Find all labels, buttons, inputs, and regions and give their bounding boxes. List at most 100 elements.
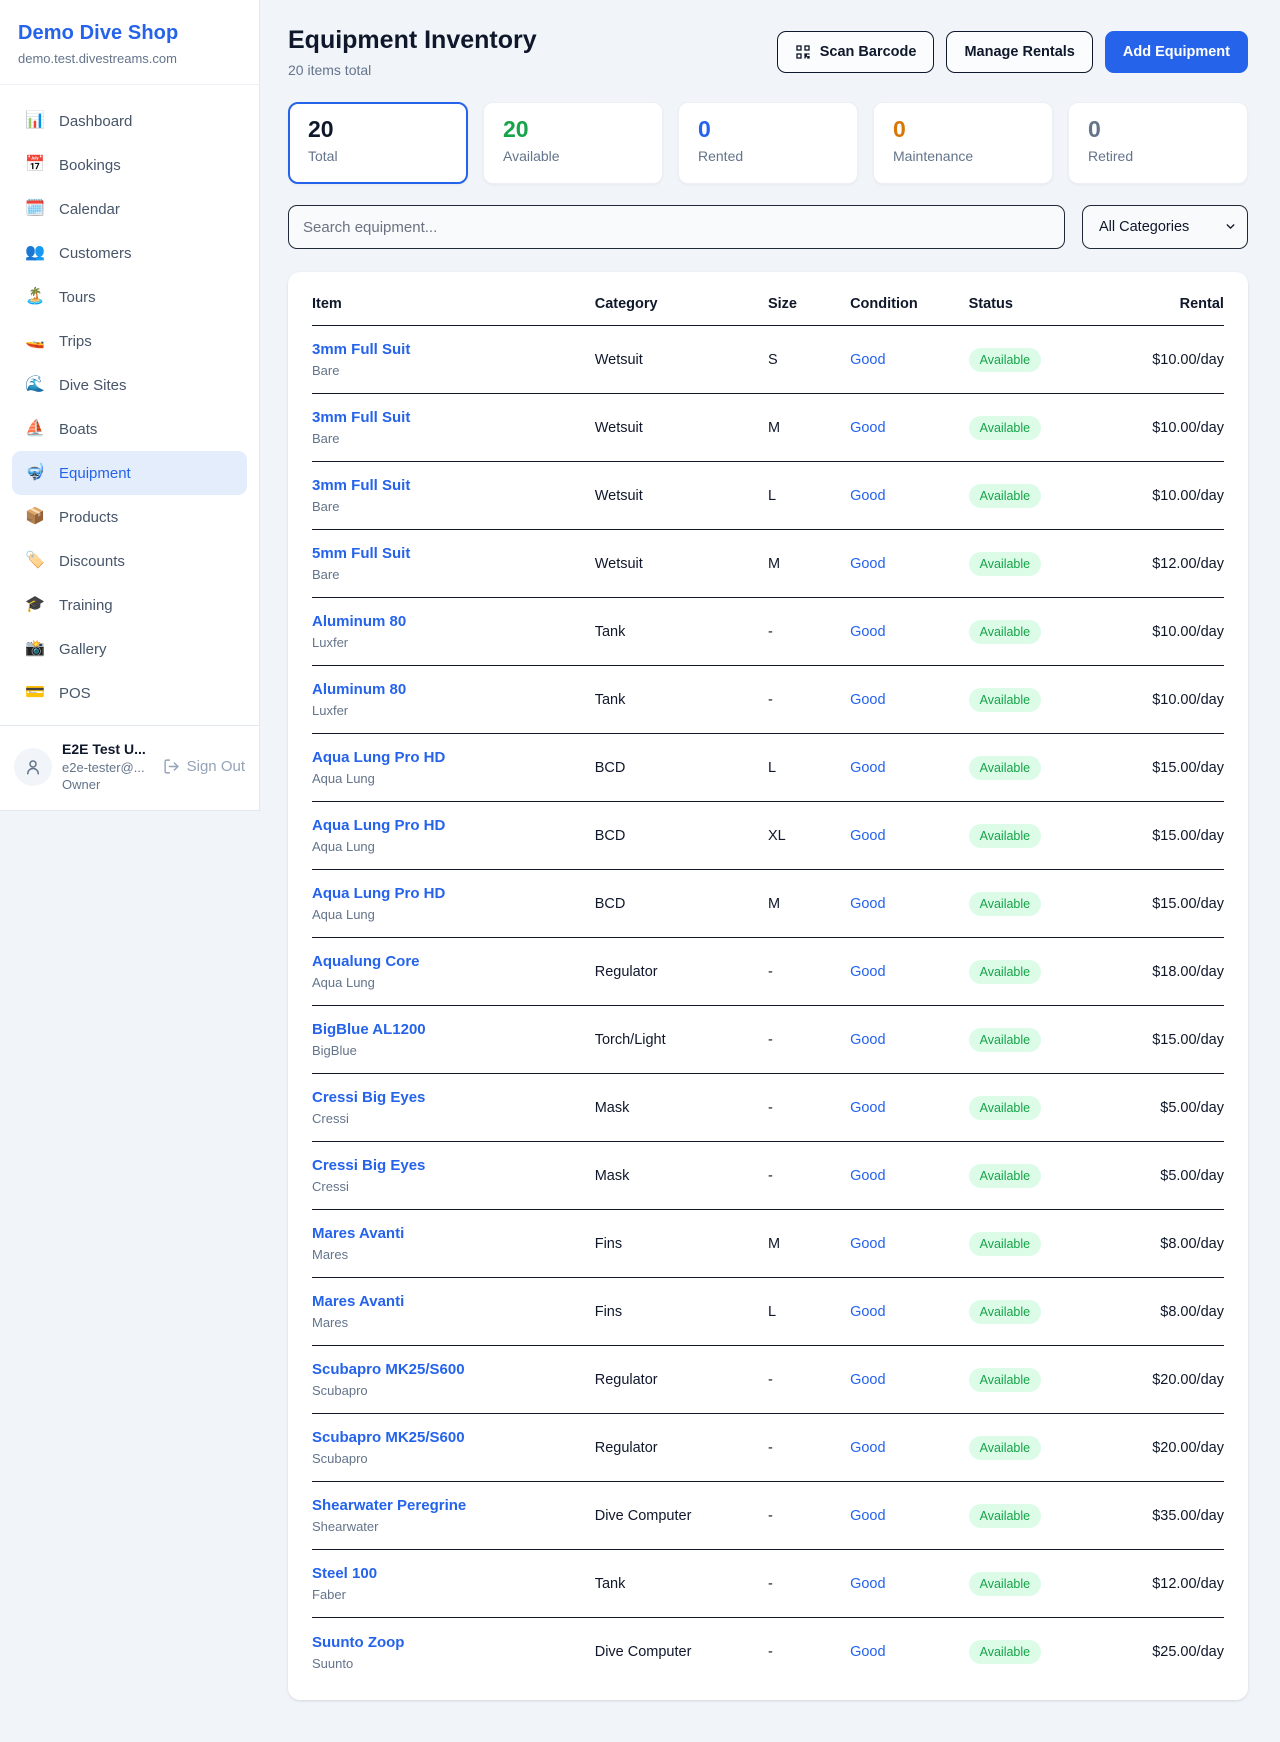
item-name-link[interactable]: BigBlue AL1200	[312, 1021, 426, 1038]
item-brand: Bare	[312, 499, 340, 514]
item-brand: Cressi	[312, 1111, 349, 1126]
item-condition-link[interactable]: Good	[850, 1371, 886, 1388]
item-size: L	[767, 1303, 777, 1320]
item-condition-link[interactable]: Good	[850, 1167, 886, 1184]
condition-cell: Good	[850, 624, 969, 640]
scan-barcode-button[interactable]: Scan Barcode	[776, 31, 935, 73]
item-condition-link[interactable]: Good	[850, 1303, 886, 1320]
sidebar-item-boats[interactable]: ⛵ Boats	[12, 407, 247, 451]
item-name-link[interactable]: Suunto Zoop	[312, 1633, 405, 1651]
item-condition-link[interactable]: Good	[850, 1507, 886, 1524]
nav-label: Dive Sites	[59, 376, 127, 394]
item-condition-link[interactable]: Good	[850, 827, 886, 844]
item-condition-link[interactable]: Good	[850, 623, 886, 640]
table-row: Aqua Lung Pro HD Aqua Lung BCD XL Good A…	[312, 802, 1224, 870]
sidebar-item-discounts[interactable]: 🏷️ Discounts	[12, 539, 247, 583]
tag-icon: 🏷️	[25, 552, 45, 569]
status-cell: Available	[968, 1027, 1097, 1052]
sidebar-item-gallery[interactable]: 📸 Gallery	[12, 627, 247, 671]
item-name-link[interactable]: 3mm Full Suit	[312, 341, 411, 358]
status-badge: Available	[968, 755, 1042, 780]
item-name-link[interactable]: Aqua Lung Pro HD	[312, 885, 446, 902]
status-badge: Available	[968, 891, 1042, 916]
sidebar-item-trips[interactable]: 🚤 Trips	[12, 319, 247, 363]
item-condition-link[interactable]: Good	[850, 487, 886, 504]
palm-island-icon: 🏝️	[25, 288, 45, 305]
item-category: Fins	[594, 1303, 623, 1320]
item-name-link[interactable]: 5mm Full Suit	[312, 545, 411, 562]
sidebar-item-products[interactable]: 📦 Products	[12, 495, 247, 539]
column-header-item: Item	[312, 296, 342, 312]
item-category: Tank	[594, 1575, 626, 1592]
item-category: Regulator	[594, 1439, 658, 1456]
item-name-link[interactable]: Scubapro MK25/S600	[312, 1361, 465, 1378]
header-actions: Scan Barcode Manage Rentals Add Equipmen…	[776, 31, 1248, 73]
item-condition-link[interactable]: Good	[850, 1099, 886, 1116]
item-name-link[interactable]: Mares Avanti	[312, 1225, 405, 1242]
add-equipment-button[interactable]: Add Equipment	[1104, 31, 1248, 73]
item-cell: 3mm Full Suit Bare	[312, 409, 595, 446]
item-condition-link[interactable]: Good	[850, 895, 886, 912]
item-condition-link[interactable]: Good	[850, 1644, 886, 1660]
table-row: BigBlue AL1200 BigBlue Torch/Light - Goo…	[312, 1006, 1224, 1074]
stat-card-available[interactable]: 20 Available	[483, 102, 663, 184]
item-condition-link[interactable]: Good	[850, 963, 886, 980]
item-name-link[interactable]: Aqua Lung Pro HD	[312, 749, 446, 766]
sidebar-item-bookings[interactable]: 📅 Bookings	[12, 143, 247, 187]
sidebar-item-customers[interactable]: 👥 Customers	[12, 231, 247, 275]
item-name-link[interactable]: Aqualung Core	[312, 953, 420, 970]
stat-card-rented[interactable]: 0 Rented	[678, 102, 858, 184]
item-rental: $15.00/day	[1152, 1031, 1224, 1048]
item-name-link[interactable]: Shearwater Peregrine	[312, 1497, 467, 1514]
item-rental: $10.00/day	[1152, 487, 1224, 504]
manage-rentals-button[interactable]: Manage Rentals	[946, 31, 1093, 73]
item-condition-link[interactable]: Good	[850, 351, 886, 368]
item-condition-link[interactable]: Good	[850, 1031, 886, 1048]
sign-out-button[interactable]: Sign Out	[163, 758, 245, 775]
item-name-link[interactable]: Aluminum 80	[312, 681, 407, 698]
item-condition-link[interactable]: Good	[850, 759, 886, 776]
search-input[interactable]	[288, 205, 1065, 249]
stat-card-retired[interactable]: 0 Retired	[1068, 102, 1248, 184]
stat-card-total[interactable]: 20 Total	[288, 102, 468, 184]
sign-out-icon	[164, 759, 179, 775]
item-size: -	[767, 1507, 773, 1524]
nav-label: Products	[59, 508, 119, 526]
table-row: Steel 100 Faber Tank - Good Available $1…	[312, 1550, 1224, 1618]
item-brand: BigBlue	[312, 1043, 357, 1058]
sidebar-item-dashboard[interactable]: 📊 Dashboard	[12, 99, 247, 143]
item-condition-link[interactable]: Good	[850, 1575, 886, 1592]
item-name-link[interactable]: 3mm Full Suit	[312, 477, 411, 494]
item-condition-link[interactable]: Good	[850, 1235, 886, 1252]
item-name-link[interactable]: Scubapro MK25/S600	[312, 1429, 465, 1446]
item-condition-link[interactable]: Good	[850, 691, 886, 708]
item-condition-link[interactable]: Good	[850, 419, 886, 436]
item-category: Mask	[594, 1167, 630, 1184]
category-select[interactable]: All Categories	[1082, 205, 1248, 249]
item-name-link[interactable]: Steel 100	[312, 1565, 378, 1582]
item-condition-link[interactable]: Good	[850, 555, 886, 572]
sidebar-item-tours[interactable]: 🏝️ Tours	[12, 275, 247, 319]
item-condition-link[interactable]: Good	[850, 1439, 886, 1456]
item-name-link[interactable]: Cressi Big Eyes	[312, 1157, 426, 1174]
item-brand: Aqua Lung	[312, 907, 375, 922]
sidebar-item-calendar[interactable]: 🗓️ Calendar	[12, 187, 247, 231]
item-name-link[interactable]: Aqua Lung Pro HD	[312, 817, 446, 834]
sidebar-item-dive-sites[interactable]: 🌊 Dive Sites	[12, 363, 247, 407]
item-name-link[interactable]: 3mm Full Suit	[312, 409, 411, 426]
sidebar-nav: 📊 Dashboard 📅 Bookings 🗓️ Calendar 👥 Cus…	[0, 85, 259, 725]
bar-chart-icon: 📊	[25, 112, 45, 129]
sidebar-item-training[interactable]: 🎓 Training	[12, 583, 247, 627]
item-name-link[interactable]: Aluminum 80	[312, 613, 407, 630]
sidebar-item-pos[interactable]: 💳 POS	[12, 671, 247, 715]
item-name-link[interactable]: Cressi Big Eyes	[312, 1089, 426, 1106]
camera-icon: 📸	[25, 640, 45, 657]
stat-card-maintenance[interactable]: 0 Maintenance	[873, 102, 1053, 184]
item-brand: Bare	[312, 363, 340, 378]
table-row: Scubapro MK25/S600 Scubapro Regulator - …	[312, 1414, 1224, 1482]
sidebar-item-equipment[interactable]: 🤿 Equipment	[12, 451, 247, 495]
column-header-condition: Condition	[850, 296, 918, 312]
status-cell: Available	[968, 823, 1097, 848]
item-cell: Cressi Big Eyes Cressi	[312, 1157, 595, 1194]
item-name-link[interactable]: Mares Avanti	[312, 1293, 405, 1310]
